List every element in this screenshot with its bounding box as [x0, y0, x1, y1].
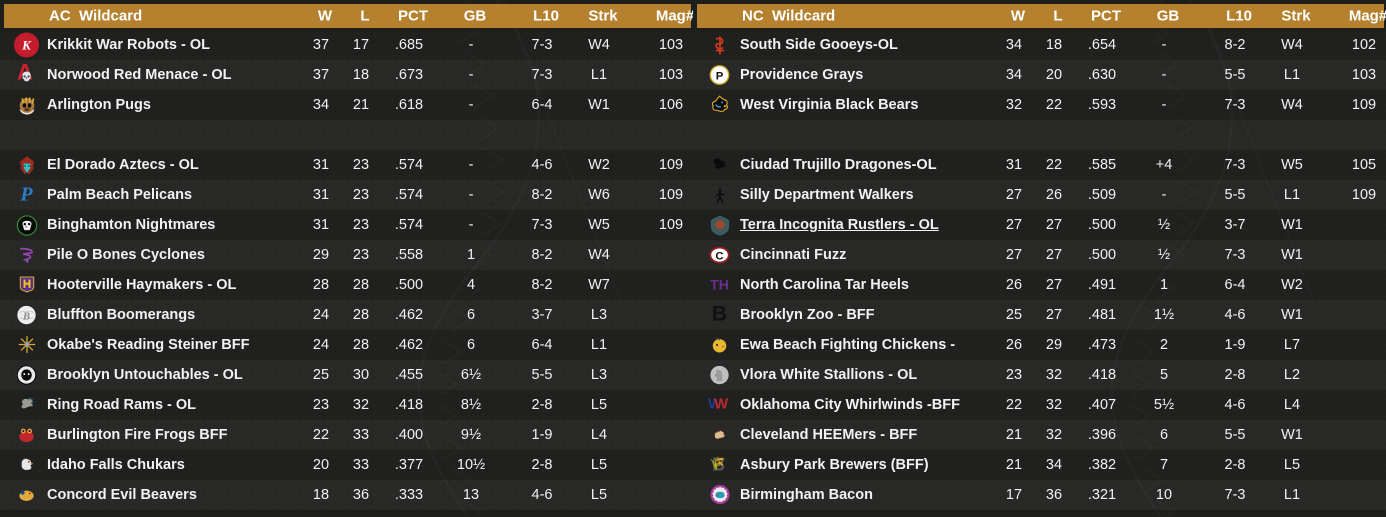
- svg-text:C: C: [715, 250, 723, 262]
- svg-text:B: B: [22, 311, 30, 322]
- svg-text:P: P: [716, 71, 724, 83]
